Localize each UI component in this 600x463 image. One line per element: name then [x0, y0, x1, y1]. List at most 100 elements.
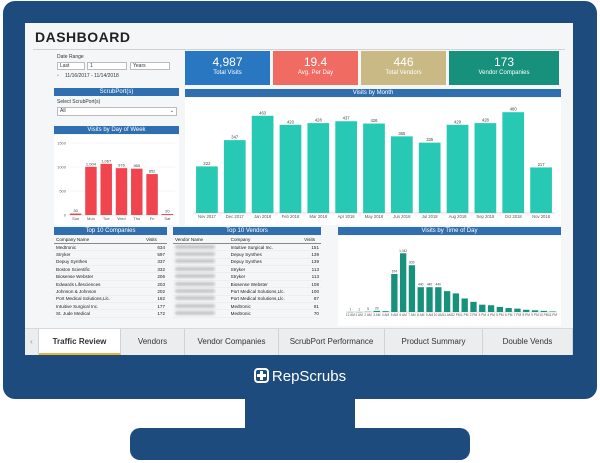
table-row[interactable]: Edwards Lifesciences 203 — [54, 280, 167, 289]
bar — [69, 213, 82, 215]
table-row[interactable]: Medtronic 70 — [173, 309, 321, 318]
x-tick-label: 11 PM — [548, 313, 557, 317]
visits-cell: 597 — [143, 250, 167, 259]
table-row[interactable]: Medtronic 634 — [54, 243, 167, 252]
bar — [523, 309, 530, 312]
redacted-vendor-name — [173, 295, 229, 304]
company-cell: Biosense Webster — [228, 280, 303, 289]
data-label: 463 — [259, 110, 267, 115]
visits-cell: 337 — [143, 258, 167, 267]
tab-vendor-companies[interactable]: Vendor Companies — [185, 329, 279, 355]
x-tick-label: 10 AM — [434, 313, 443, 317]
tab-product-summary[interactable]: Product Summary — [385, 329, 483, 355]
data-label: 440 — [436, 283, 442, 287]
x-tick-label: Apr 2018 — [338, 214, 356, 219]
table-row[interactable]: Stryker 113 — [173, 272, 321, 281]
data-label: 440 — [418, 283, 424, 287]
bar — [496, 306, 504, 312]
bar — [479, 304, 486, 312]
table-row[interactable]: Depuy Synthes 139 — [173, 258, 321, 267]
x-tick-label: Fri — [150, 216, 155, 221]
redacted-vendor-name — [173, 287, 229, 296]
column-header[interactable]: Company Name — [54, 236, 144, 244]
data-label: 20 — [375, 306, 379, 310]
redacted-vendor-name — [173, 258, 229, 267]
month-header: Visits by Month — [185, 89, 561, 97]
table-row[interactable]: Intuitive Surgical Inc. 151 — [173, 243, 321, 252]
data-label: 976 — [118, 163, 125, 168]
data-label: 830 — [409, 261, 415, 265]
column-header[interactable]: Visits — [302, 236, 321, 244]
calendar-icon[interactable]: ▫ — [57, 73, 59, 79]
column-header[interactable]: Visits — [143, 236, 167, 244]
company-cell: Medtronic — [228, 309, 303, 318]
table-row[interactable]: Boston Scientific 332 — [54, 265, 167, 274]
tab-double-vends[interactable]: Double Vends — [483, 329, 573, 355]
bar — [435, 287, 442, 312]
data-label: 1 — [350, 307, 352, 311]
count-input[interactable]: 1 — [87, 62, 127, 70]
company-cell: Stryker — [228, 272, 303, 281]
x-tick-label: 4 PM — [487, 313, 495, 317]
scrubport-select[interactable]: All ⌄ — [57, 107, 177, 116]
table-row[interactable]: Stryker 597 — [54, 250, 167, 259]
bar — [470, 301, 477, 312]
bar — [514, 308, 521, 312]
top-companies-header: Top 10 Companies — [54, 227, 167, 235]
table-row[interactable]: Biosense Webster 206 — [54, 272, 167, 281]
table-row[interactable]: Stryker 113 — [173, 265, 321, 274]
table-row[interactable]: Depuy Synthes 337 — [54, 258, 167, 267]
bar — [390, 136, 413, 213]
tab-scrubport-performance[interactable]: ScrubPort Performance — [279, 329, 385, 355]
visits-cell: 206 — [143, 272, 167, 281]
x-tick-label: 8 PM — [523, 313, 531, 317]
bar — [446, 124, 469, 213]
monitor-base — [130, 428, 470, 460]
x-tick-label: 5 AM — [391, 313, 399, 317]
table-row[interactable]: Medtronic 81 — [173, 302, 321, 311]
table-row[interactable]: Johnson & Johnson 202 — [54, 287, 167, 296]
column-header[interactable]: Vendor Name — [173, 236, 229, 244]
brand-name: RepScrubs — [271, 368, 347, 385]
table-row[interactable]: Depuy Synthes 139 — [173, 250, 321, 259]
table-row[interactable]: St. Jude Medical 172 — [54, 309, 167, 318]
table-row[interactable]: Port Medical Solutions,Llc. 182 — [54, 295, 167, 304]
y-tick-label: 0 — [64, 213, 67, 218]
kpi-label: Avg. Per Day — [297, 70, 334, 76]
x-tick-label: Oct 2018 — [505, 214, 523, 219]
bar — [418, 142, 441, 213]
x-tick-label: 9 PM — [531, 313, 539, 317]
bar — [408, 265, 416, 312]
date-range-label: Date Range — [57, 54, 84, 60]
bar — [196, 166, 218, 213]
bar — [391, 274, 398, 312]
bar — [531, 310, 539, 312]
x-tick-label: Wed — [117, 216, 125, 221]
unit-select[interactable]: Years — [130, 62, 170, 70]
x-tick-label: Jun 2018 — [393, 214, 411, 219]
table-row[interactable]: Intuitive Surgical Inc. 177 — [54, 302, 167, 311]
period-select[interactable]: Last — [57, 62, 85, 70]
x-tick-label: 2 PM — [470, 313, 478, 317]
y-tick-label: 500 — [59, 189, 66, 194]
x-tick-label: Sun — [72, 216, 79, 221]
x-tick-label: 12 AM — [346, 313, 355, 317]
table-row[interactable]: Port Medical Solutions,Llc. 100 — [173, 287, 321, 296]
tab-traffic-review[interactable]: Traffic Review — [39, 329, 121, 355]
x-tick-label: 11 AM — [443, 313, 452, 317]
column-header[interactable]: Company — [228, 236, 303, 244]
bar — [223, 140, 246, 213]
bar — [461, 298, 468, 312]
table-row[interactable]: Biosense Webster 108 — [173, 280, 321, 289]
x-tick-label: Jan 2018 — [254, 214, 272, 219]
redacted-vendor-name — [173, 243, 229, 252]
kpi-value: 4,987 — [212, 55, 243, 69]
data-label: 437 — [343, 116, 351, 121]
x-tick-label: Nov 2018 — [532, 214, 551, 219]
tab-vendors[interactable]: Vendors — [121, 329, 185, 355]
visits-cell: 172 — [143, 309, 167, 318]
scroll-left-icon[interactable]: ‹ — [25, 329, 39, 355]
top-companies-table: Company Name Visits Medtronic 634 Stryker 5… — [54, 236, 167, 318]
dashboard-screen: DASHBOARD Date Range Last 1 Years ▫ 11/1… — [25, 23, 573, 355]
table-row[interactable]: Port Medical Solutions,Llc. 87 — [173, 295, 321, 304]
